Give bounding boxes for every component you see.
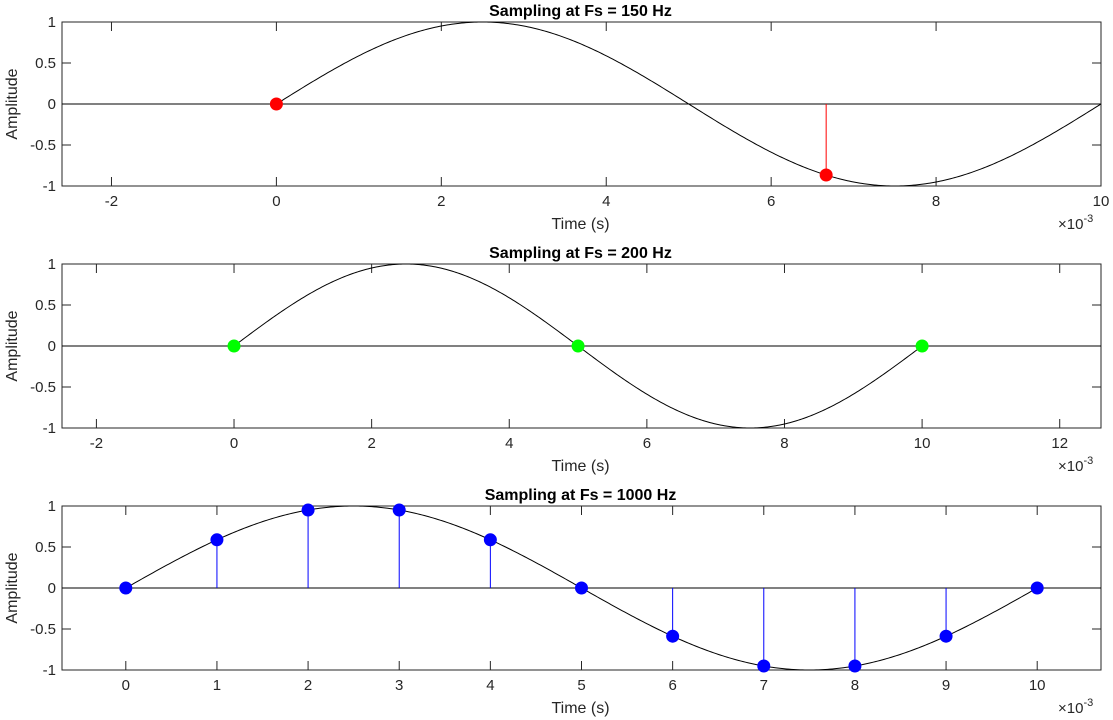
sample-marker	[915, 339, 929, 353]
x-tick-label: 10	[1093, 193, 1110, 210]
y-tick-label: 0.5	[35, 297, 56, 314]
x-tick-label: 0	[230, 435, 238, 452]
subplot-title: Sampling at Fs = 200 Hz	[489, 245, 672, 262]
x-exponent-power: -3	[1083, 455, 1093, 467]
x-tick-label: 4	[486, 677, 494, 694]
x-exponent-base: ×10	[1058, 216, 1083, 233]
x-tick-label: 2	[437, 193, 445, 210]
y-tick-label: -1	[43, 662, 56, 679]
x-exponent-label: ×10-3	[1058, 213, 1093, 233]
x-tick-label: 6	[668, 677, 676, 694]
x-exponent-power: -3	[1083, 213, 1093, 225]
x-tick-label: 1	[213, 677, 221, 694]
x-tick-label: 5	[577, 677, 585, 694]
x-tick-label: -2	[90, 435, 103, 452]
y-tick-label: -0.5	[30, 621, 56, 638]
x-exponent-base: ×10	[1058, 700, 1083, 717]
x-tick-label: 10	[914, 435, 931, 452]
x-tick-label: 3	[395, 677, 403, 694]
x-tick-label: 6	[643, 435, 651, 452]
sample-marker	[301, 503, 315, 517]
y-tick-label: 0.5	[35, 55, 56, 72]
x-axis-label: Time (s)	[551, 216, 609, 233]
x-exponent-power: -3	[1083, 697, 1093, 709]
y-tick-label: 1	[48, 14, 56, 31]
sample-marker	[571, 339, 585, 353]
y-axis-label: Amplitude	[4, 552, 21, 623]
x-exponent-label: ×10-3	[1058, 697, 1093, 717]
sample-marker	[666, 629, 680, 643]
y-tick-label: -0.5	[30, 379, 56, 396]
x-axis-label: Time (s)	[551, 700, 609, 717]
sample-marker	[210, 533, 224, 547]
sample-marker	[392, 503, 406, 517]
x-tick-label: 10	[1029, 677, 1046, 694]
y-tick-label: -1	[43, 178, 56, 195]
x-exponent-base: ×10	[1058, 458, 1083, 475]
x-tick-label: 4	[505, 435, 513, 452]
sample-marker	[848, 659, 862, 673]
sample-marker	[269, 97, 283, 111]
subplot-title: Sampling at Fs = 150 Hz	[489, 3, 672, 20]
y-tick-label: 0	[48, 96, 56, 113]
subplot-3: 1 0.5 0 -0.5 -1 0 1 2 3 4 5 6 7 8 9 10 Sampling at Fs = …	[4, 487, 1102, 717]
x-tick-label: 8	[851, 677, 859, 694]
subplot-title: Sampling at Fs = 1000 Hz	[485, 487, 677, 504]
y-tick-label: 1	[48, 256, 56, 273]
sample-marker	[757, 659, 771, 673]
y-tick-label: -1	[43, 420, 56, 437]
sample-marker	[227, 339, 241, 353]
sample-marker	[575, 581, 588, 595]
sample-marker	[119, 581, 133, 595]
signal-line	[276, 21, 1102, 187]
sample-marker	[819, 168, 833, 182]
x-axis-label: Time (s)	[551, 458, 609, 475]
x-tick-label: 8	[780, 435, 788, 452]
subplot-2: 1 0.5 0 -0.5 -1 -2 0 2 4 6 8 10 12 Sampling at Fs = 2…	[4, 245, 1102, 475]
y-tick-label: 1	[48, 498, 56, 515]
y-axis-label: Amplitude	[4, 310, 21, 381]
x-tick-label: 6	[767, 193, 775, 210]
x-tick-label: 4	[602, 193, 610, 210]
y-tick-label: -0.5	[30, 137, 56, 154]
x-tick-label: 0	[122, 677, 130, 694]
y-axis-label: Amplitude	[4, 68, 21, 139]
x-tick-label: 0	[272, 193, 280, 210]
x-exponent-label: ×10-3	[1058, 455, 1093, 475]
y-tick-label: 0	[48, 338, 56, 355]
sample-marker	[483, 533, 497, 547]
sample-marker	[939, 629, 953, 643]
x-tick-label: 8	[932, 193, 940, 210]
y-tick-label: 0	[48, 580, 56, 597]
x-tick-label: 9	[942, 677, 950, 694]
y-tick-label: 0.5	[35, 539, 56, 556]
x-tick-label: 7	[760, 677, 768, 694]
x-tick-label: 2	[304, 677, 312, 694]
x-tick-label: 2	[367, 435, 375, 452]
x-tick-label: -2	[105, 193, 118, 210]
x-tick-label: 12	[1051, 435, 1068, 452]
subplot-1: 1 0.5 0 -0.5 -1 -2 0 2 4 6 8 10 Sampling at Fs = 150…	[4, 3, 1109, 233]
sample-marker	[1030, 581, 1044, 595]
